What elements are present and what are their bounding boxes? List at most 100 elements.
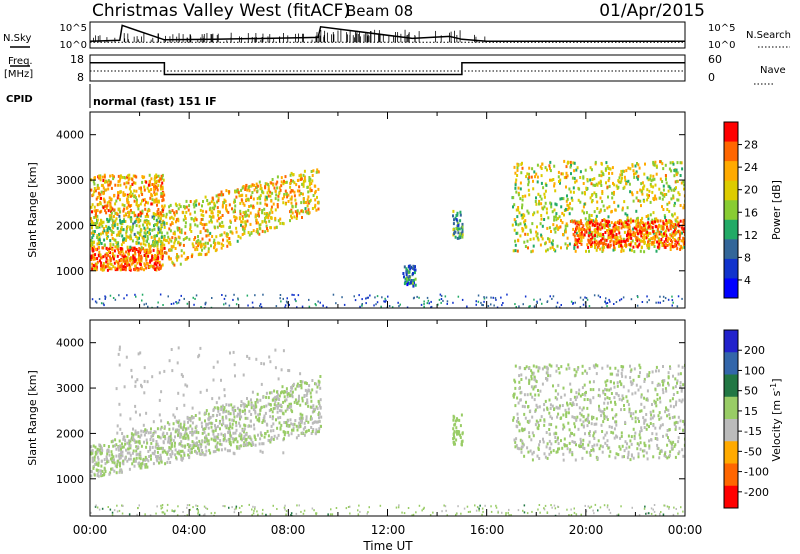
velocity-cell bbox=[677, 364, 680, 368]
velocity-cell bbox=[135, 456, 138, 460]
velocity-cell bbox=[593, 443, 596, 447]
power-cell bbox=[232, 298, 234, 301]
power-cell bbox=[274, 189, 277, 193]
velocity-cell bbox=[283, 433, 286, 437]
power-cell bbox=[160, 231, 163, 235]
power-cell bbox=[647, 221, 650, 225]
power-cell bbox=[296, 179, 299, 182]
power-cell bbox=[276, 186, 279, 190]
power-cell bbox=[117, 248, 120, 252]
power-cell bbox=[293, 215, 296, 219]
velocity-cell bbox=[172, 427, 175, 431]
power-cell bbox=[114, 298, 117, 301]
power-cell bbox=[582, 176, 585, 180]
power-cell bbox=[264, 182, 267, 186]
power-cell bbox=[536, 300, 538, 303]
power-cell bbox=[540, 202, 543, 206]
velocity-cell bbox=[246, 354, 249, 358]
velocity-cell bbox=[96, 455, 99, 459]
power-cell bbox=[147, 221, 150, 225]
power-cell bbox=[153, 187, 156, 191]
power-cell bbox=[384, 300, 386, 303]
power-cell bbox=[311, 207, 314, 210]
velocity-cell bbox=[119, 461, 121, 465]
power-cell bbox=[156, 260, 159, 264]
power-cell bbox=[133, 246, 136, 250]
power-cell bbox=[627, 166, 630, 170]
velocity-cell bbox=[180, 440, 183, 444]
power-cell bbox=[137, 220, 140, 224]
velocity-cell bbox=[250, 406, 253, 410]
velocity-cell bbox=[295, 436, 298, 440]
velocity-cell bbox=[305, 393, 308, 397]
power-cell bbox=[294, 210, 297, 214]
power-cell bbox=[170, 239, 173, 243]
power-cell bbox=[621, 176, 623, 180]
velocity-cell bbox=[634, 391, 637, 395]
power-cell bbox=[170, 215, 173, 219]
power-cell bbox=[380, 305, 382, 308]
power-cell bbox=[661, 193, 664, 197]
velocity-cell bbox=[240, 434, 243, 438]
power-cell bbox=[248, 233, 251, 237]
velocity-cell bbox=[267, 434, 270, 438]
velocity-cell bbox=[128, 451, 131, 455]
power-cell bbox=[639, 229, 641, 233]
power-cell bbox=[292, 179, 295, 183]
velocity-cell bbox=[129, 417, 132, 421]
velocity-cell bbox=[604, 441, 607, 445]
power-cell bbox=[144, 215, 147, 219]
velocity-cell bbox=[224, 410, 227, 414]
velocity-cell bbox=[594, 430, 597, 434]
power-cell bbox=[428, 302, 430, 305]
power-cell bbox=[199, 240, 202, 244]
power-cell bbox=[156, 306, 159, 308]
power-cell bbox=[301, 192, 304, 196]
power-cell bbox=[673, 212, 676, 216]
power-cell bbox=[138, 194, 141, 198]
velocity-cell bbox=[150, 441, 153, 445]
power-cell bbox=[163, 204, 166, 208]
power-cell bbox=[659, 177, 662, 181]
power-cell bbox=[194, 236, 197, 240]
velocity-cell bbox=[534, 423, 537, 427]
velocity-cell bbox=[215, 443, 218, 447]
velocity-cell bbox=[290, 393, 293, 397]
power-cell bbox=[652, 174, 655, 178]
y-tick-label: 4000 bbox=[56, 129, 84, 142]
velocity-cell bbox=[201, 425, 203, 429]
power-cell bbox=[129, 184, 132, 188]
power-cell bbox=[439, 293, 442, 296]
power-cell bbox=[646, 243, 649, 247]
power-cell bbox=[109, 239, 112, 242]
power-cell bbox=[527, 180, 530, 184]
power-cell bbox=[142, 198, 145, 202]
power-cell bbox=[608, 184, 611, 188]
power-cell bbox=[496, 306, 499, 308]
power-cell bbox=[235, 216, 238, 220]
power-cell bbox=[308, 200, 311, 203]
velocity-cell bbox=[198, 452, 201, 456]
power-cell bbox=[538, 199, 541, 203]
power-cell bbox=[177, 207, 180, 211]
power-cell bbox=[582, 228, 585, 231]
power-cell bbox=[188, 204, 191, 208]
power-cell bbox=[662, 295, 665, 298]
nave-tick-top: 60 bbox=[708, 53, 722, 66]
power-cell bbox=[135, 266, 138, 270]
velocity-cell bbox=[620, 372, 623, 375]
power-cell bbox=[633, 226, 636, 230]
power-cell bbox=[129, 208, 132, 212]
power-cell bbox=[655, 217, 658, 221]
velocity-cell bbox=[116, 463, 119, 466]
power-cell bbox=[514, 220, 517, 223]
power-cell bbox=[91, 267, 94, 271]
velocity-cell bbox=[277, 416, 280, 420]
power-cell bbox=[411, 266, 414, 270]
power-cell bbox=[662, 241, 664, 245]
power-cell bbox=[487, 305, 490, 307]
power-cell bbox=[129, 234, 132, 238]
power-cell bbox=[139, 263, 142, 267]
power-cell bbox=[608, 245, 611, 249]
power-cell bbox=[163, 246, 166, 250]
